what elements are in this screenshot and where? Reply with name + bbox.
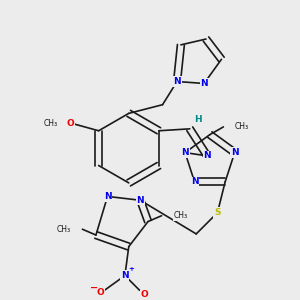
Text: N: N [121, 271, 129, 280]
Text: N: N [191, 177, 198, 186]
Text: N: N [231, 148, 239, 157]
Text: +: + [129, 266, 135, 272]
Text: N: N [203, 152, 211, 160]
Text: CH₃: CH₃ [173, 211, 187, 220]
Text: N: N [181, 148, 189, 157]
Text: N: N [104, 192, 111, 201]
Text: CH₃: CH₃ [57, 225, 71, 234]
Text: O: O [97, 289, 105, 298]
Text: O: O [67, 118, 74, 127]
Text: N: N [173, 77, 181, 86]
Text: H: H [194, 115, 201, 124]
Text: CH₃: CH₃ [43, 118, 57, 127]
Text: N: N [200, 79, 208, 88]
Text: S: S [214, 208, 221, 217]
Text: CH₃: CH₃ [235, 122, 249, 131]
Text: N: N [136, 196, 144, 205]
Text: −: − [90, 283, 98, 293]
Text: O: O [140, 290, 148, 299]
